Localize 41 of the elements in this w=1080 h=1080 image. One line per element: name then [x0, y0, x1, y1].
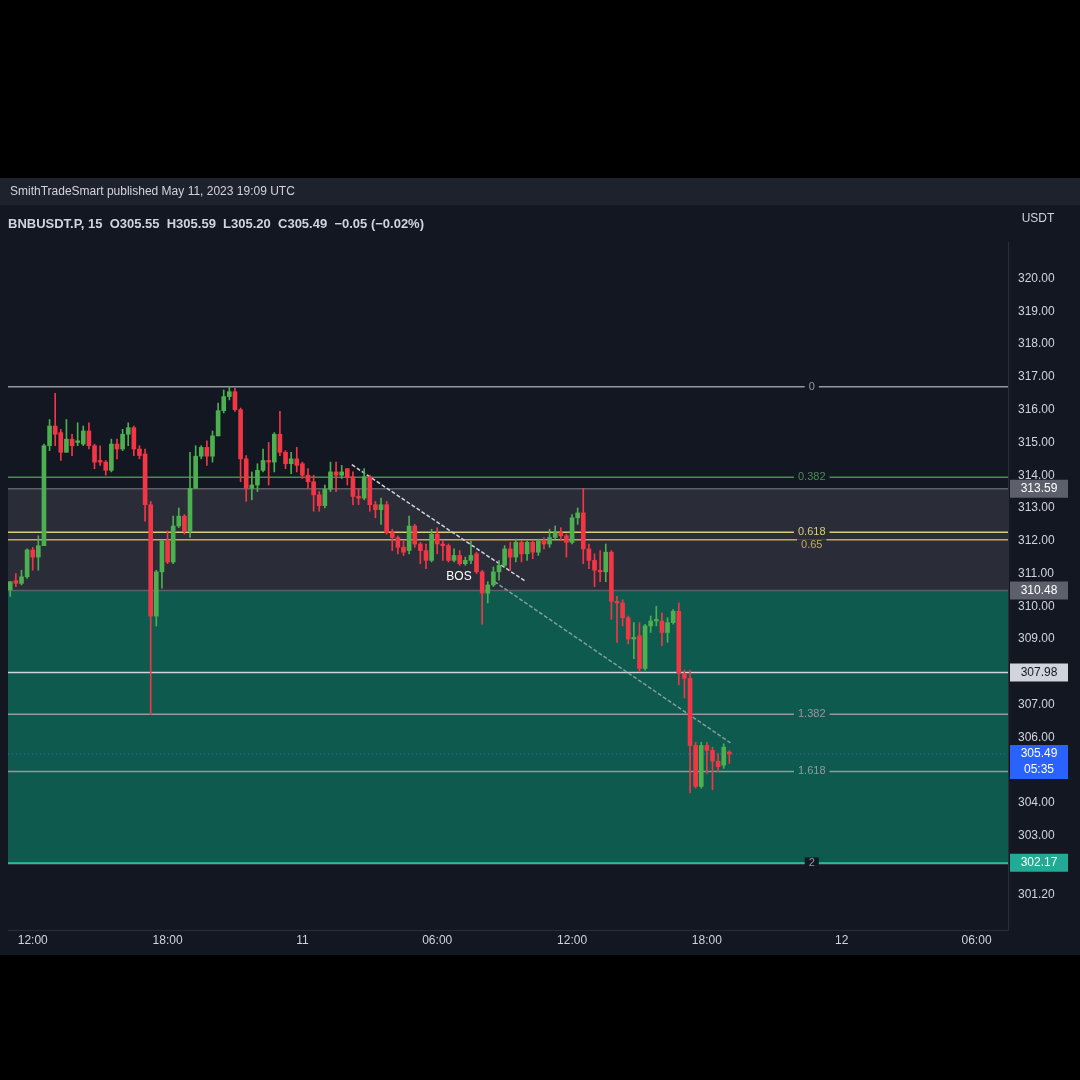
x-tick-label: 18:00: [691, 933, 723, 948]
y-tick-label: 310.00: [1018, 598, 1056, 613]
y-tick-label: 312.00: [1018, 533, 1056, 548]
annotation: 1.382: [797, 707, 826, 720]
y-tick-label: 315.00: [1018, 434, 1056, 449]
y-tick-label: 306.00: [1018, 729, 1056, 744]
y-tick-label: 320.00: [1018, 270, 1056, 285]
x-tick-label: 11: [296, 933, 309, 948]
ref-line-label: 313.59: [1020, 480, 1058, 495]
annotation: 0.382: [797, 470, 826, 483]
y-tick-label: 303.00: [1018, 827, 1056, 842]
ref-line-label: 310.48: [1020, 582, 1058, 597]
y-tick-label: 301.20: [1018, 886, 1056, 901]
y-tick-label: 319.00: [1018, 303, 1056, 318]
y-tick-label: 314.00: [1018, 467, 1056, 482]
annotation: 0.65: [801, 538, 823, 551]
annotation: 0: [808, 379, 815, 392]
x-tick-label: 12: [835, 933, 849, 948]
annotation: 2: [808, 856, 815, 869]
x-tick-label: 06:00: [961, 933, 992, 948]
x-tick-label: 18:00: [152, 933, 183, 948]
x-tick-label: 12:00: [557, 933, 588, 948]
annotation: BOS: [446, 568, 472, 583]
chart-subtitle: SmithTradeSmart published May 11, 2023 19:09 UTC: [0, 178, 1080, 205]
annotation: 0.618: [797, 525, 826, 538]
ref-line-label: 305.49 05:35: [1020, 746, 1058, 777]
y-tick-label: 309.00: [1018, 631, 1056, 646]
y-tick-label: 316.00: [1018, 402, 1056, 416]
y-axis-title: USDT: [1021, 211, 1055, 226]
x-tick-label: 06:00: [422, 933, 453, 948]
annotation: 1.618: [797, 764, 826, 777]
y-tick-label: 318.00: [1018, 336, 1056, 351]
x-tick-label: 12:00: [17, 933, 49, 948]
y-tick-label: 313.00: [1018, 500, 1056, 515]
ref-line-label: 302.17: [1020, 855, 1058, 870]
ref-line-label: 307.98: [1020, 664, 1058, 679]
y-tick-label: 304.00: [1018, 795, 1056, 810]
y-tick-label: 311.00: [1018, 565, 1055, 580]
y-tick-label: 307.00: [1018, 696, 1056, 711]
chart-title: BNBUSDT.P, 15 O305.55 H305.59 L305.20 C305.49 −0.05 (−0.02%): [8, 216, 425, 232]
y-tick-label: 317.00: [1018, 369, 1056, 384]
